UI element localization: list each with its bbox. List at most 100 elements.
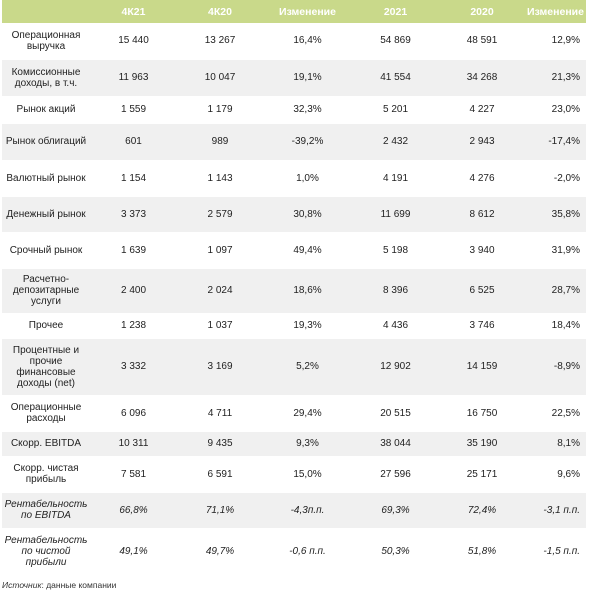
table-body: Операционная выручка 15 440 13 267 16,4%… xyxy=(2,23,586,576)
source-note: Источник: данные компании xyxy=(2,580,590,590)
table-row: Расчетно-депозитарные услуги 2 400 2 024… xyxy=(2,268,586,314)
cell-2021: 41 554 xyxy=(352,59,439,97)
cell-change-year: 35,8% xyxy=(525,196,586,233)
cell-2020: 4 276 xyxy=(439,160,525,197)
header-4q21: 4К21 xyxy=(90,0,177,23)
cell-4q20: 2 024 xyxy=(177,268,263,314)
row-label: Срочный рынок xyxy=(2,232,90,269)
cell-change-year: -3,1 п.п. xyxy=(525,492,586,529)
cell-2021: 12 902 xyxy=(352,338,439,396)
cell-4q21: 1 559 xyxy=(90,96,177,124)
table-row: Прочее 1 238 1 037 19,3% 4 436 3 746 18,… xyxy=(2,313,586,339)
row-label: Операционные расходы xyxy=(2,395,90,432)
cell-2020: 34 268 xyxy=(439,59,525,97)
cell-4q20: 49,7% xyxy=(177,528,263,576)
cell-4q21: 1 639 xyxy=(90,232,177,269)
cell-2020: 25 171 xyxy=(439,456,525,493)
financial-table: 4К21 4К20 Изменение 2021 2020 Изменение … xyxy=(2,0,586,576)
cell-2020: 51,8% xyxy=(439,528,525,576)
cell-change-quarter: 30,8% xyxy=(263,196,352,233)
cell-4q20: 1 179 xyxy=(177,96,263,124)
cell-change-quarter: 15,0% xyxy=(263,456,352,493)
header-change-year: Изменение xyxy=(525,0,586,23)
table-row: Скорр. EBITDA 10 311 9 435 9,3% 38 044 3… xyxy=(2,431,586,457)
cell-2021: 50,3% xyxy=(352,528,439,576)
cell-change-year: 23,0% xyxy=(525,96,586,124)
cell-2021: 20 515 xyxy=(352,395,439,432)
cell-4q20: 71,1% xyxy=(177,492,263,529)
table-row: Рентабельность по чистой прибыли 49,1% 4… xyxy=(2,528,586,576)
cell-4q20: 13 267 xyxy=(177,23,263,60)
table-row: Операционная выручка 15 440 13 267 16,4%… xyxy=(2,23,586,60)
cell-change-year: 28,7% xyxy=(525,268,586,314)
cell-4q20: 1 097 xyxy=(177,232,263,269)
table-row: Рынок акций 1 559 1 179 32,3% 5 201 4 22… xyxy=(2,96,586,124)
cell-2020: 16 750 xyxy=(439,395,525,432)
cell-4q20: 1 037 xyxy=(177,313,263,339)
source-text: : данные компании xyxy=(41,579,117,590)
cell-2021: 4 436 xyxy=(352,313,439,339)
cell-change-quarter: 32,3% xyxy=(263,96,352,124)
cell-change-quarter: 19,3% xyxy=(263,313,352,339)
cell-2020: 14 159 xyxy=(439,338,525,396)
cell-2020: 2 943 xyxy=(439,123,525,161)
cell-4q21: 66,8% xyxy=(90,492,177,529)
cell-2020: 3 746 xyxy=(439,313,525,339)
cell-4q20: 9 435 xyxy=(177,431,263,457)
cell-4q21: 3 373 xyxy=(90,196,177,233)
cell-4q20: 4 711 xyxy=(177,395,263,432)
cell-4q21: 3 332 xyxy=(90,338,177,396)
cell-4q21: 49,1% xyxy=(90,528,177,576)
header-change-quarter: Изменение xyxy=(263,0,352,23)
cell-change-year: -8,9% xyxy=(525,338,586,396)
cell-4q21: 601 xyxy=(90,123,177,161)
row-label: Комиссионные доходы, в т.ч. xyxy=(2,59,90,97)
row-label: Валютный рынок xyxy=(2,160,90,197)
cell-4q20: 1 143 xyxy=(177,160,263,197)
table-row: Денежный рынок 3 373 2 579 30,8% 11 699 … xyxy=(2,196,586,233)
source-prefix: Источник xyxy=(2,579,42,590)
cell-2020: 72,4% xyxy=(439,492,525,529)
cell-2021: 54 869 xyxy=(352,23,439,60)
table-header: 4К21 4К20 Изменение 2021 2020 Изменение xyxy=(2,0,586,23)
cell-2021: 38 044 xyxy=(352,431,439,457)
cell-change-quarter: 5,2% xyxy=(263,338,352,396)
row-label: Скорр. чистая прибыль xyxy=(2,456,90,493)
cell-4q21: 10 311 xyxy=(90,431,177,457)
row-label: Процентные и прочие финансовые доходы (n… xyxy=(2,338,90,396)
cell-change-quarter: 1,0% xyxy=(263,160,352,197)
table-row: Валютный рынок 1 154 1 143 1,0% 4 191 4 … xyxy=(2,160,586,197)
row-label: Денежный рынок xyxy=(2,196,90,233)
cell-2021: 4 191 xyxy=(352,160,439,197)
row-label: Скорр. EBITDA xyxy=(2,431,90,457)
cell-change-year: -1,5 п.п. xyxy=(525,528,586,576)
cell-change-year: -17,4% xyxy=(525,123,586,161)
cell-4q21: 15 440 xyxy=(90,23,177,60)
header-4q20: 4К20 xyxy=(177,0,263,23)
cell-2021: 8 396 xyxy=(352,268,439,314)
header-2021: 2021 xyxy=(352,0,439,23)
table-row: Комиссионные доходы, в т.ч. 11 963 10 04… xyxy=(2,59,586,97)
cell-2020: 8 612 xyxy=(439,196,525,233)
cell-change-quarter: 19,1% xyxy=(263,59,352,97)
cell-4q20: 10 047 xyxy=(177,59,263,97)
cell-4q20: 3 169 xyxy=(177,338,263,396)
cell-change-year: 18,4% xyxy=(525,313,586,339)
cell-2020: 48 591 xyxy=(439,23,525,60)
cell-change-quarter: -39,2% xyxy=(263,123,352,161)
cell-4q21: 7 581 xyxy=(90,456,177,493)
table-row: Рынок облигаций 601 989 -39,2% 2 432 2 9… xyxy=(2,123,586,161)
cell-4q20: 989 xyxy=(177,123,263,161)
row-label: Расчетно-депозитарные услуги xyxy=(2,268,90,314)
cell-change-year: 9,6% xyxy=(525,456,586,493)
cell-change-year: 22,5% xyxy=(525,395,586,432)
cell-4q20: 6 591 xyxy=(177,456,263,493)
cell-change-year: 12,9% xyxy=(525,23,586,60)
table-row: Процентные и прочие финансовые доходы (n… xyxy=(2,338,586,396)
cell-2021: 2 432 xyxy=(352,123,439,161)
cell-4q21: 1 238 xyxy=(90,313,177,339)
row-label: Рынок акций xyxy=(2,96,90,124)
cell-change-quarter: 29,4% xyxy=(263,395,352,432)
row-label: Прочее xyxy=(2,313,90,339)
cell-4q21: 1 154 xyxy=(90,160,177,197)
